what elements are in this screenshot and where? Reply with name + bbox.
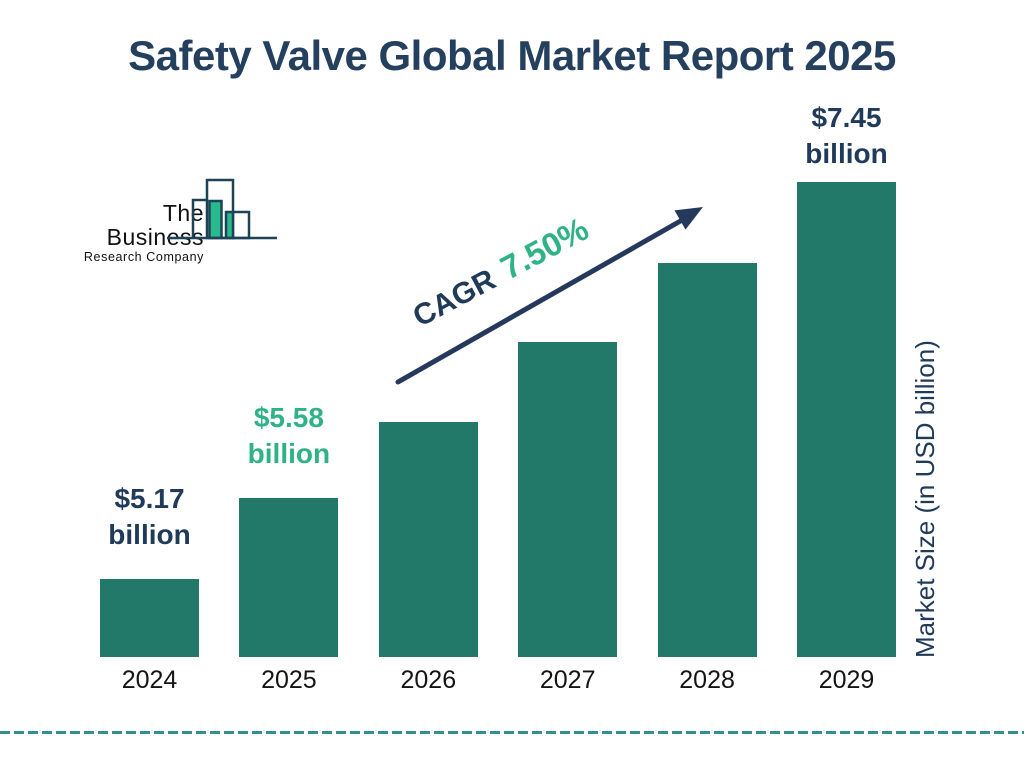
bar-2026 [378,422,478,657]
bar-2025 [239,498,339,657]
y-axis-label: Market Size (in USD billion) [910,340,940,658]
logo-text-secondary: Research Company [83,250,204,264]
bar-2029 [797,182,896,657]
bottom-divider-dashed-line [0,731,1024,734]
bar-2028 [657,263,757,657]
company-logo: The Business Research Company [70,165,300,264]
x-tick-label-2026: 2026 [400,666,457,694]
x-tick-label-2029: 2029 [818,666,875,694]
bar-2027 [518,342,618,657]
bar-value-label-2029: $7.45 billion [805,102,888,169]
bar-2024 [100,579,199,657]
x-tick-label-2024: 2024 [121,666,178,694]
bar-value-label-2025: $5.58 billion [247,402,331,469]
x-tick-label-2027: 2027 [539,666,596,694]
page-title: Safety Valve Global Market Report 2025 [128,32,896,79]
x-tick-label-2028: 2028 [679,666,735,694]
bar-skyline-logo-icon [167,178,277,240]
x-tick-label-2025: 2025 [261,666,317,694]
bar-value-label-2024: $5.17 billion [108,483,191,550]
